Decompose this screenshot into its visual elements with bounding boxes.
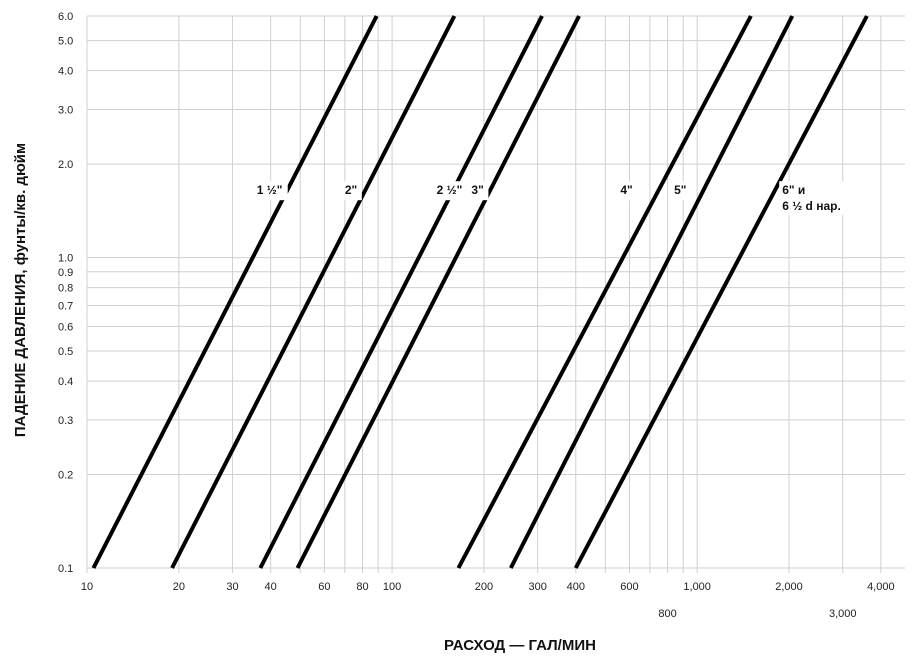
series-label-bg <box>617 181 638 201</box>
y-tick-label: 5.0 <box>58 36 73 48</box>
series-label: 1 ½" <box>257 183 283 197</box>
y-tick-label: 0.6 <box>58 321 73 333</box>
series-label: 3" <box>471 183 483 197</box>
x-tick-label: 30 <box>226 581 238 593</box>
x-tick-label: 40 <box>265 581 277 593</box>
x-tick-label: 4,000 <box>867 581 895 593</box>
series-label: 5" <box>674 183 686 197</box>
y-tick-labels: 0.1 0.2 0.3 0.4 0.5 0.6 0.7 0.8 0.9 1.0 2.0 3.0 4.0 5… <box>58 11 73 575</box>
y-tick-label: 0.1 <box>58 563 73 575</box>
y-tick-label: 1.0 <box>58 253 73 265</box>
x-tick-label: 100 <box>383 581 401 593</box>
x-tick-labels: 10 20 30 40 60 80 100 200 300 400 600 1,000 2,000 4,0… <box>81 581 895 620</box>
x-tick-label: 60 <box>318 581 330 593</box>
x-tick-label: 300 <box>528 581 546 593</box>
x-tick-label: 3,000 <box>829 608 857 620</box>
series-line <box>295 15 581 569</box>
y-tick-label: 0.4 <box>58 376 73 388</box>
x-axis-title: РАСХОД — ГАЛ/МИН <box>444 637 596 654</box>
series-line <box>509 15 795 569</box>
x-tick-label: 1,000 <box>683 581 711 593</box>
x-tick-label: 20 <box>173 581 185 593</box>
grid <box>86 15 905 573</box>
y-tick-label: 2.0 <box>58 159 73 171</box>
series-label: 4" <box>620 183 632 197</box>
series-line <box>91 15 379 569</box>
x-tick-label: 400 <box>567 581 585 593</box>
y-axis-title: ПАДЕНИЕ ДАВЛЕНИЯ, фунты/кв. дюйм <box>12 143 29 437</box>
series-line <box>456 15 753 569</box>
x-tick-label: 800 <box>658 608 676 620</box>
x-tick-label: 2,000 <box>775 581 803 593</box>
y-tick-label: 4.0 <box>58 66 73 78</box>
series-label: 2" <box>345 183 357 197</box>
y-tick-label: 0.7 <box>58 301 73 313</box>
series-label-bg <box>253 181 288 201</box>
series-line <box>170 15 457 569</box>
series-line <box>573 15 869 569</box>
series-label-bg <box>468 181 489 201</box>
x-tick-label: 10 <box>81 581 93 593</box>
series-lines <box>91 15 869 569</box>
y-tick-label: 0.8 <box>58 283 73 295</box>
x-tick-label: 200 <box>475 581 493 593</box>
y-tick-label: 6.0 <box>58 11 73 23</box>
y-tick-label: 0.5 <box>58 346 73 358</box>
x-tick-label: 80 <box>356 581 368 593</box>
series-line <box>258 15 544 569</box>
series-label-bg <box>341 181 362 201</box>
series-label-bg <box>433 181 468 201</box>
y-tick-label: 0.2 <box>58 470 73 482</box>
series-label-bg <box>779 181 856 216</box>
y-tick-label: 0.3 <box>58 415 73 427</box>
x-tick-label: 600 <box>620 581 638 593</box>
series-label-bg <box>671 181 692 201</box>
y-tick-label: 3.0 <box>58 104 73 116</box>
series-label: 2 ½" <box>437 183 463 197</box>
y-tick-label: 0.9 <box>58 267 73 279</box>
